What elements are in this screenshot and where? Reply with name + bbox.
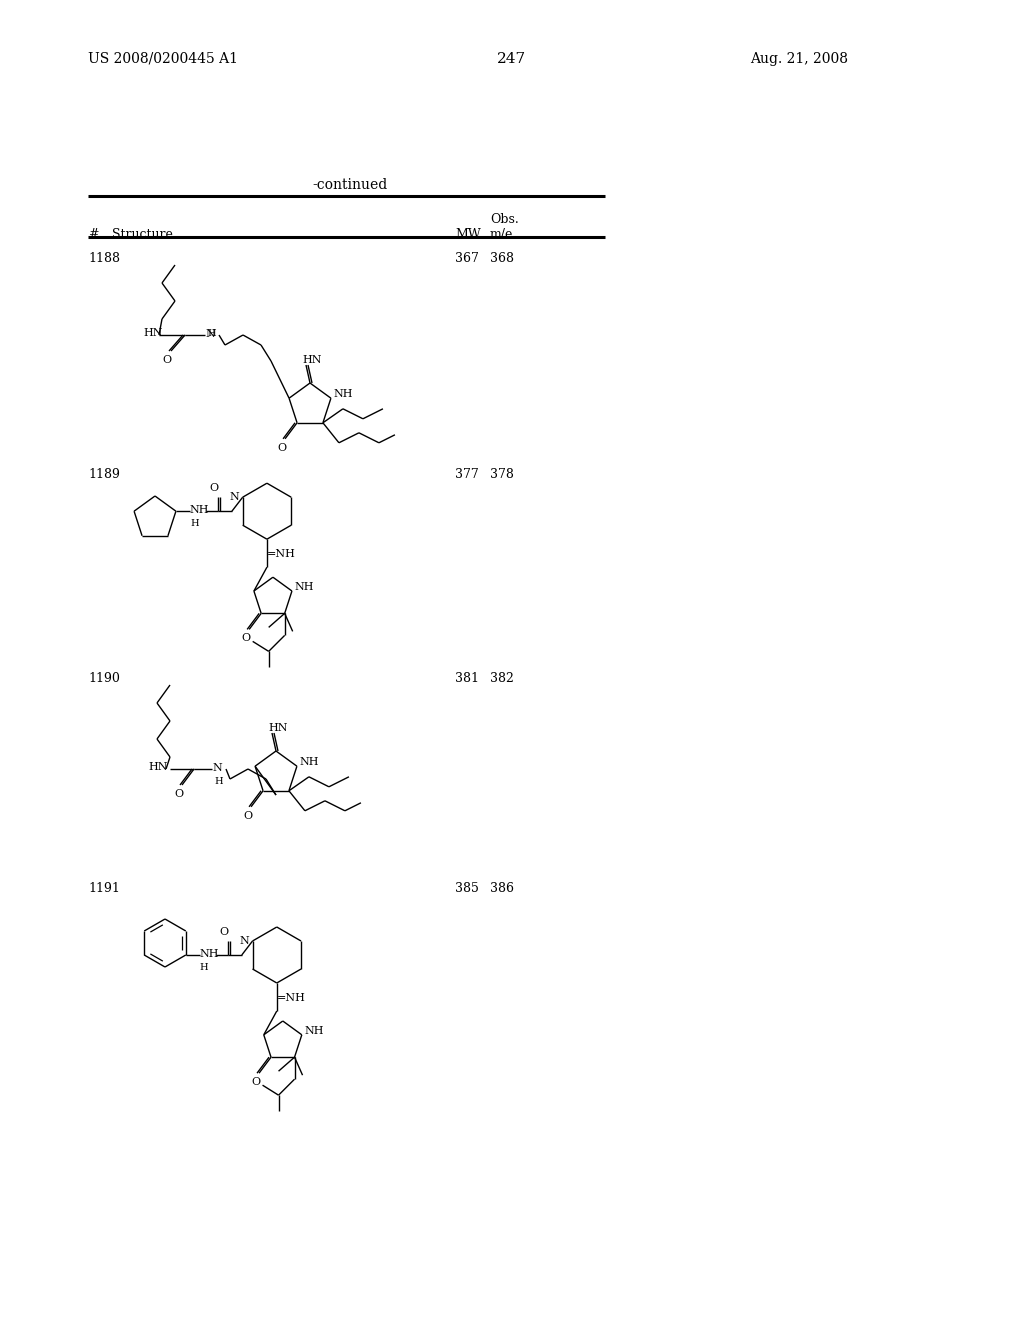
Text: N: N [205, 329, 215, 339]
Text: NH: NH [295, 582, 314, 593]
Text: H: H [207, 329, 216, 338]
Text: N: N [230, 492, 240, 502]
Text: 367: 367 [455, 252, 479, 265]
Text: MW: MW [455, 228, 480, 242]
Text: #: # [88, 228, 98, 242]
Text: US 2008/0200445 A1: US 2008/0200445 A1 [88, 51, 238, 66]
Text: 1188: 1188 [88, 252, 120, 265]
Text: Structure: Structure [112, 228, 173, 242]
Text: O: O [162, 355, 171, 366]
Text: O: O [242, 634, 250, 643]
Text: O: O [174, 789, 183, 799]
Text: 378: 378 [490, 469, 514, 480]
Text: N: N [240, 936, 250, 946]
Text: =NH: =NH [267, 549, 296, 560]
Text: =NH: =NH [276, 993, 305, 1003]
Text: 377: 377 [455, 469, 479, 480]
Text: 381: 381 [455, 672, 479, 685]
Text: m/e: m/e [490, 228, 513, 242]
Text: 385: 385 [455, 882, 479, 895]
Text: 1191: 1191 [88, 882, 120, 895]
Text: Aug. 21, 2008: Aug. 21, 2008 [750, 51, 848, 66]
Text: NH: NH [200, 949, 219, 960]
Text: -continued: -continued [312, 178, 388, 191]
Text: 382: 382 [490, 672, 514, 685]
Text: 386: 386 [490, 882, 514, 895]
Text: O: O [243, 810, 252, 821]
Text: O: O [278, 442, 286, 453]
Text: H: H [214, 777, 222, 785]
Text: 1190: 1190 [88, 672, 120, 685]
Text: H: H [189, 519, 199, 528]
Text: HN: HN [143, 327, 163, 338]
Text: 247: 247 [498, 51, 526, 66]
Text: HN: HN [148, 762, 168, 772]
Text: NH: NH [300, 758, 319, 767]
Text: HN: HN [268, 723, 288, 733]
Text: N: N [212, 763, 222, 774]
Text: H: H [200, 964, 209, 972]
Text: HN: HN [302, 355, 322, 366]
Text: 368: 368 [490, 252, 514, 265]
Text: NH: NH [334, 389, 353, 399]
Text: 1189: 1189 [88, 469, 120, 480]
Text: O: O [219, 927, 228, 937]
Text: NH: NH [305, 1026, 325, 1036]
Text: Obs.: Obs. [490, 213, 519, 226]
Text: O: O [251, 1077, 260, 1088]
Text: O: O [209, 483, 218, 494]
Text: NH: NH [189, 506, 210, 515]
